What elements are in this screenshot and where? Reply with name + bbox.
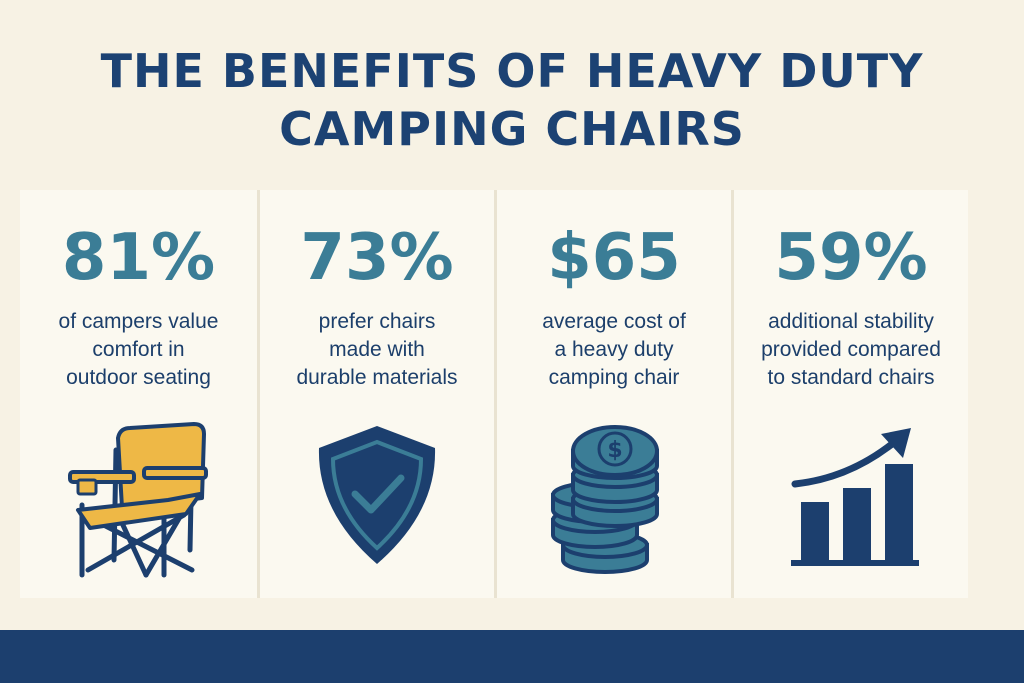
dollar-symbol: $: [607, 438, 622, 463]
growth-chart-icon: [734, 405, 968, 585]
shield-check-icon: [260, 405, 494, 585]
stat-value: $65: [547, 221, 681, 295]
stat-card-comfort: 81% of campers value comfort in outdoor …: [20, 190, 257, 598]
stat-description-line: of campers value: [58, 310, 219, 333]
stat-value: 81%: [61, 221, 216, 295]
stat-description-line: outdoor seating: [66, 366, 211, 389]
coin-stack-icon: $: [497, 405, 731, 585]
stat-description-line: average cost of: [542, 310, 686, 333]
stat-cards: 81% of campers value comfort in outdoor …: [20, 190, 968, 598]
page-title: THE BENEFITS OF HEAVY DUTY CAMPING CHAIR…: [0, 42, 1024, 158]
camping-chair-icon: [20, 405, 257, 585]
stat-value: 59%: [774, 221, 928, 295]
stat-description-line: provided compared: [761, 338, 941, 361]
stat-description: prefer chairs made with durable material…: [270, 308, 484, 392]
page-title-line-1: THE BENEFITS OF HEAVY DUTY: [100, 44, 924, 98]
stat-value: 73%: [300, 221, 454, 295]
stat-description-line: made with: [329, 338, 425, 361]
stat-description-line: comfort in: [92, 338, 185, 361]
stat-card-durability: 73% prefer chairs made with durable mate…: [257, 190, 494, 598]
stat-description-line: durable materials: [296, 366, 458, 389]
page-title-line-2: CAMPING CHAIRS: [279, 102, 745, 156]
stat-description: additional stability provided compared t…: [744, 308, 958, 392]
stat-card-cost: $65 average cost of a heavy duty camping…: [494, 190, 731, 598]
stat-description: average cost of a heavy duty camping cha…: [507, 308, 721, 392]
stat-description-line: prefer chairs: [318, 310, 436, 333]
stat-card-stability: 59% additional stability provided compar…: [731, 190, 968, 598]
stat-description: of campers value comfort in outdoor seat…: [30, 308, 247, 392]
stat-description-line: camping chair: [548, 366, 680, 389]
stat-description-line: to standard chairs: [767, 366, 935, 389]
stat-description-line: a heavy duty: [554, 338, 674, 361]
stat-description-line: additional stability: [768, 310, 934, 333]
footer-band: [0, 630, 1024, 683]
